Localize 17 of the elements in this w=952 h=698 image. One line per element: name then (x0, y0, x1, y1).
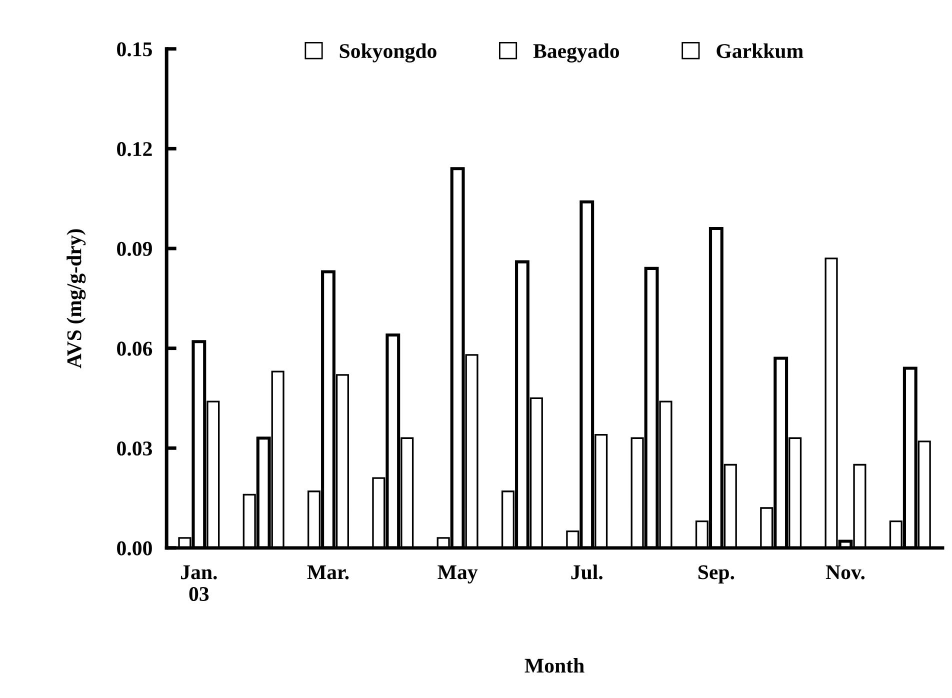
x-tick-label: Sep. (698, 565, 734, 584)
y-tick-label: 0.12 (117, 142, 152, 156)
legend-label: Sokyongdo (340, 43, 436, 62)
x-axis-title: Month (524, 658, 584, 673)
x-tick-label: May (438, 565, 478, 584)
y-tick-label: 0.00 (117, 541, 152, 556)
x-tick-label: Mar. (307, 565, 349, 580)
y-tick-label: 0.03 (117, 441, 152, 456)
x-tick-label: Jan. 03 (181, 565, 217, 602)
y-tick-label: 0.06 (117, 342, 152, 356)
y-axis-title: AVS (mg/g-dry) (66, 229, 86, 368)
legend-label: Garkkum (716, 43, 804, 58)
y-tick-label: 0.09 (117, 242, 152, 256)
x-tick-label: Nov. (826, 565, 865, 580)
legend-label: Baegyado (533, 43, 620, 62)
x-tick-label: Jul. (571, 564, 602, 580)
y-tick-label: 0.15 (117, 42, 152, 56)
